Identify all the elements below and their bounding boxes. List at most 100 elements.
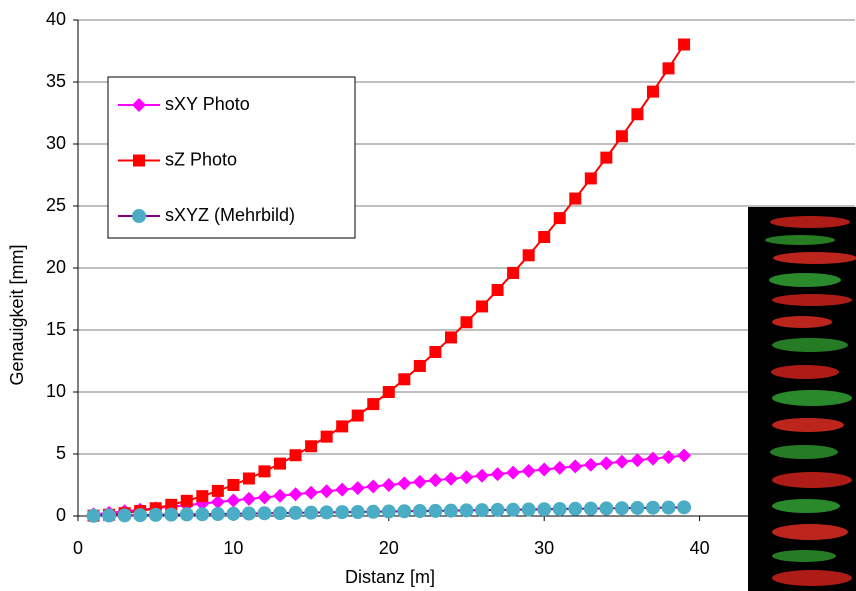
data-point bbox=[615, 130, 628, 143]
data-point bbox=[258, 465, 271, 478]
data-point bbox=[568, 459, 583, 474]
data-point bbox=[241, 491, 256, 506]
x-tick-label: 10 bbox=[223, 538, 243, 558]
data-point bbox=[537, 462, 552, 477]
data-point bbox=[506, 502, 521, 517]
data-point bbox=[367, 398, 380, 411]
data-point bbox=[428, 473, 443, 488]
legend-box bbox=[107, 76, 356, 239]
data-point bbox=[257, 490, 272, 505]
data-point bbox=[614, 501, 629, 516]
y-tick-label: 10 bbox=[46, 381, 66, 401]
data-point bbox=[350, 481, 365, 496]
data-point bbox=[305, 440, 318, 453]
data-point bbox=[475, 468, 490, 483]
data-point bbox=[428, 503, 443, 518]
y-tick-label: 30 bbox=[46, 133, 66, 153]
data-point bbox=[381, 504, 396, 519]
legend: sXY Photo sZ Photo sXYZ (Mehrbild) bbox=[107, 76, 356, 239]
data-point bbox=[662, 62, 675, 75]
data-point bbox=[569, 192, 582, 205]
y-tick-label: 40 bbox=[46, 9, 66, 29]
data-point bbox=[552, 460, 567, 475]
data-point bbox=[196, 490, 209, 503]
data-point bbox=[412, 504, 427, 519]
data-point bbox=[382, 386, 395, 398]
data-point bbox=[381, 478, 396, 492]
data-point bbox=[336, 420, 349, 433]
data-point bbox=[507, 266, 520, 279]
data-point bbox=[165, 498, 178, 511]
legend-label: sZ Photo bbox=[165, 149, 237, 169]
data-point bbox=[630, 500, 645, 515]
y-tick-label: 15 bbox=[46, 319, 66, 339]
data-point bbox=[366, 479, 381, 494]
data-point bbox=[273, 488, 288, 503]
data-point bbox=[117, 508, 132, 523]
data-point bbox=[490, 467, 505, 482]
data-point bbox=[133, 508, 148, 523]
data-point bbox=[241, 506, 256, 521]
data-point bbox=[102, 508, 117, 523]
data-point bbox=[319, 484, 334, 499]
data-point bbox=[397, 476, 412, 491]
data-point bbox=[226, 493, 241, 508]
data-point bbox=[677, 500, 692, 515]
data-point bbox=[397, 504, 412, 519]
data-point bbox=[646, 85, 659, 98]
data-point bbox=[257, 506, 272, 521]
legend-label: sXY Photo bbox=[165, 94, 250, 114]
data-point bbox=[506, 465, 521, 480]
data-point bbox=[491, 284, 504, 297]
y-tick-label: 0 bbox=[56, 505, 66, 525]
data-point bbox=[584, 172, 597, 185]
data-point bbox=[443, 471, 458, 486]
data-point bbox=[242, 472, 255, 485]
data-point bbox=[211, 484, 224, 497]
data-point bbox=[413, 359, 426, 372]
plot-area: 0 5 10 15 20 25 30 35 40 0 10 20 30 40 sXY Photo sZ Pho… bbox=[46, 9, 855, 558]
data-point bbox=[599, 456, 614, 471]
data-point bbox=[180, 494, 193, 507]
data-point bbox=[443, 503, 458, 518]
data-point bbox=[583, 457, 598, 472]
data-point bbox=[320, 430, 333, 443]
data-point bbox=[476, 300, 489, 313]
data-point bbox=[444, 331, 457, 344]
data-point bbox=[179, 507, 194, 522]
data-point bbox=[319, 505, 334, 520]
legend-marker bbox=[133, 154, 145, 167]
data-point bbox=[148, 507, 163, 522]
y-tick-label: 25 bbox=[46, 195, 66, 215]
data-point bbox=[164, 507, 179, 522]
data-point bbox=[288, 505, 303, 520]
x-axis-label: Distanz [m] bbox=[345, 567, 435, 587]
x-tick-label: 20 bbox=[379, 538, 399, 558]
data-point bbox=[398, 373, 411, 386]
data-point bbox=[600, 151, 613, 164]
data-point bbox=[537, 502, 552, 517]
data-point bbox=[274, 457, 287, 470]
x-tick-label: 40 bbox=[690, 538, 710, 558]
data-point bbox=[553, 212, 566, 225]
data-point bbox=[459, 503, 474, 518]
data-point bbox=[351, 409, 364, 422]
data-point bbox=[599, 501, 614, 516]
data-point bbox=[614, 454, 629, 469]
data-point bbox=[630, 453, 645, 468]
legend-marker bbox=[132, 209, 146, 223]
data-point bbox=[335, 505, 350, 520]
photo-inset bbox=[748, 207, 856, 591]
data-point bbox=[552, 502, 567, 517]
data-point bbox=[226, 506, 241, 521]
data-point bbox=[210, 507, 225, 522]
y-axis-label: Genauigkeit [mm] bbox=[7, 244, 27, 385]
data-point bbox=[645, 451, 660, 466]
data-point bbox=[522, 249, 535, 262]
legend-marker bbox=[132, 98, 146, 112]
data-point bbox=[227, 479, 240, 491]
data-point bbox=[289, 449, 302, 462]
data-point bbox=[475, 503, 490, 518]
legend-label: sXYZ (Mehrbild) bbox=[165, 205, 295, 225]
